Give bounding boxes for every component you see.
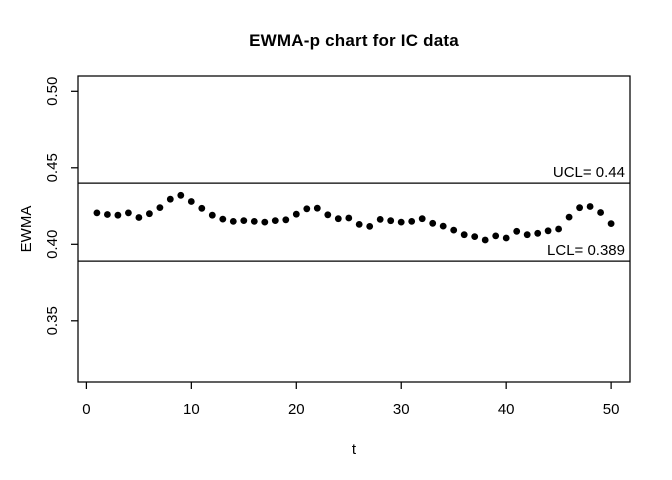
y-tick-label: 0.35	[44, 306, 61, 335]
data-point	[177, 191, 185, 199]
data-point	[408, 218, 416, 225]
data-point	[481, 236, 489, 244]
x-tick-label: 30	[393, 401, 410, 418]
data-point	[576, 204, 583, 212]
data-point	[586, 203, 594, 210]
data-point	[397, 218, 405, 226]
data-point	[261, 218, 269, 226]
data-point	[208, 211, 216, 219]
data-point	[345, 214, 353, 222]
data-point	[439, 222, 447, 230]
data-point	[282, 216, 290, 224]
data-point	[240, 217, 248, 225]
data-point	[135, 214, 143, 221]
data-point	[292, 210, 300, 218]
data-point	[104, 211, 111, 218]
data-point	[114, 211, 122, 219]
data-point	[156, 204, 164, 212]
data-point	[471, 233, 479, 241]
chart-title: EWMA-p chart for IC data	[249, 31, 459, 50]
data-point	[93, 209, 101, 217]
data-point	[334, 215, 342, 223]
y-axis-title: EWMA	[18, 205, 35, 253]
data-point	[198, 204, 206, 212]
x-axis-title: t	[351, 441, 357, 458]
data-point	[502, 234, 510, 242]
data-point	[492, 232, 500, 240]
plot-box	[77, 75, 631, 383]
data-point	[229, 218, 237, 225]
data-point	[250, 218, 258, 225]
y-tick-label: 0.45	[44, 153, 61, 182]
lcl-label: LCL= 0.389	[547, 242, 625, 259]
y-tick-label: 0.50	[44, 77, 61, 106]
data-point	[376, 216, 384, 223]
data-point	[418, 215, 426, 223]
data-point	[124, 209, 132, 217]
x-tick-label: 0	[82, 401, 90, 418]
ucl-label: UCL= 0.44	[553, 164, 625, 181]
data-point	[565, 213, 573, 221]
data-point	[271, 217, 279, 225]
data-point	[597, 209, 604, 216]
data-point	[460, 231, 468, 239]
y-tick-label: 0.40	[44, 230, 61, 259]
data-point	[324, 211, 332, 219]
data-point	[555, 225, 562, 233]
data-point	[303, 205, 311, 213]
data-point	[219, 215, 227, 223]
x-tick-label: 20	[288, 401, 305, 418]
data-point	[387, 217, 395, 225]
x-tick-label: 10	[183, 401, 200, 418]
data-point	[187, 198, 195, 205]
x-tick-label: 40	[498, 401, 515, 418]
data-point	[366, 223, 374, 230]
data-point	[513, 227, 521, 235]
data-point	[607, 220, 615, 228]
data-point	[146, 210, 153, 218]
data-point	[429, 219, 437, 227]
data-point	[450, 226, 458, 234]
data-point	[313, 204, 321, 212]
data-point	[523, 231, 531, 239]
data-point	[355, 221, 363, 228]
data-point	[534, 229, 542, 237]
data-point	[166, 195, 174, 203]
data-point	[544, 227, 552, 235]
x-tick-label: 50	[603, 401, 620, 418]
